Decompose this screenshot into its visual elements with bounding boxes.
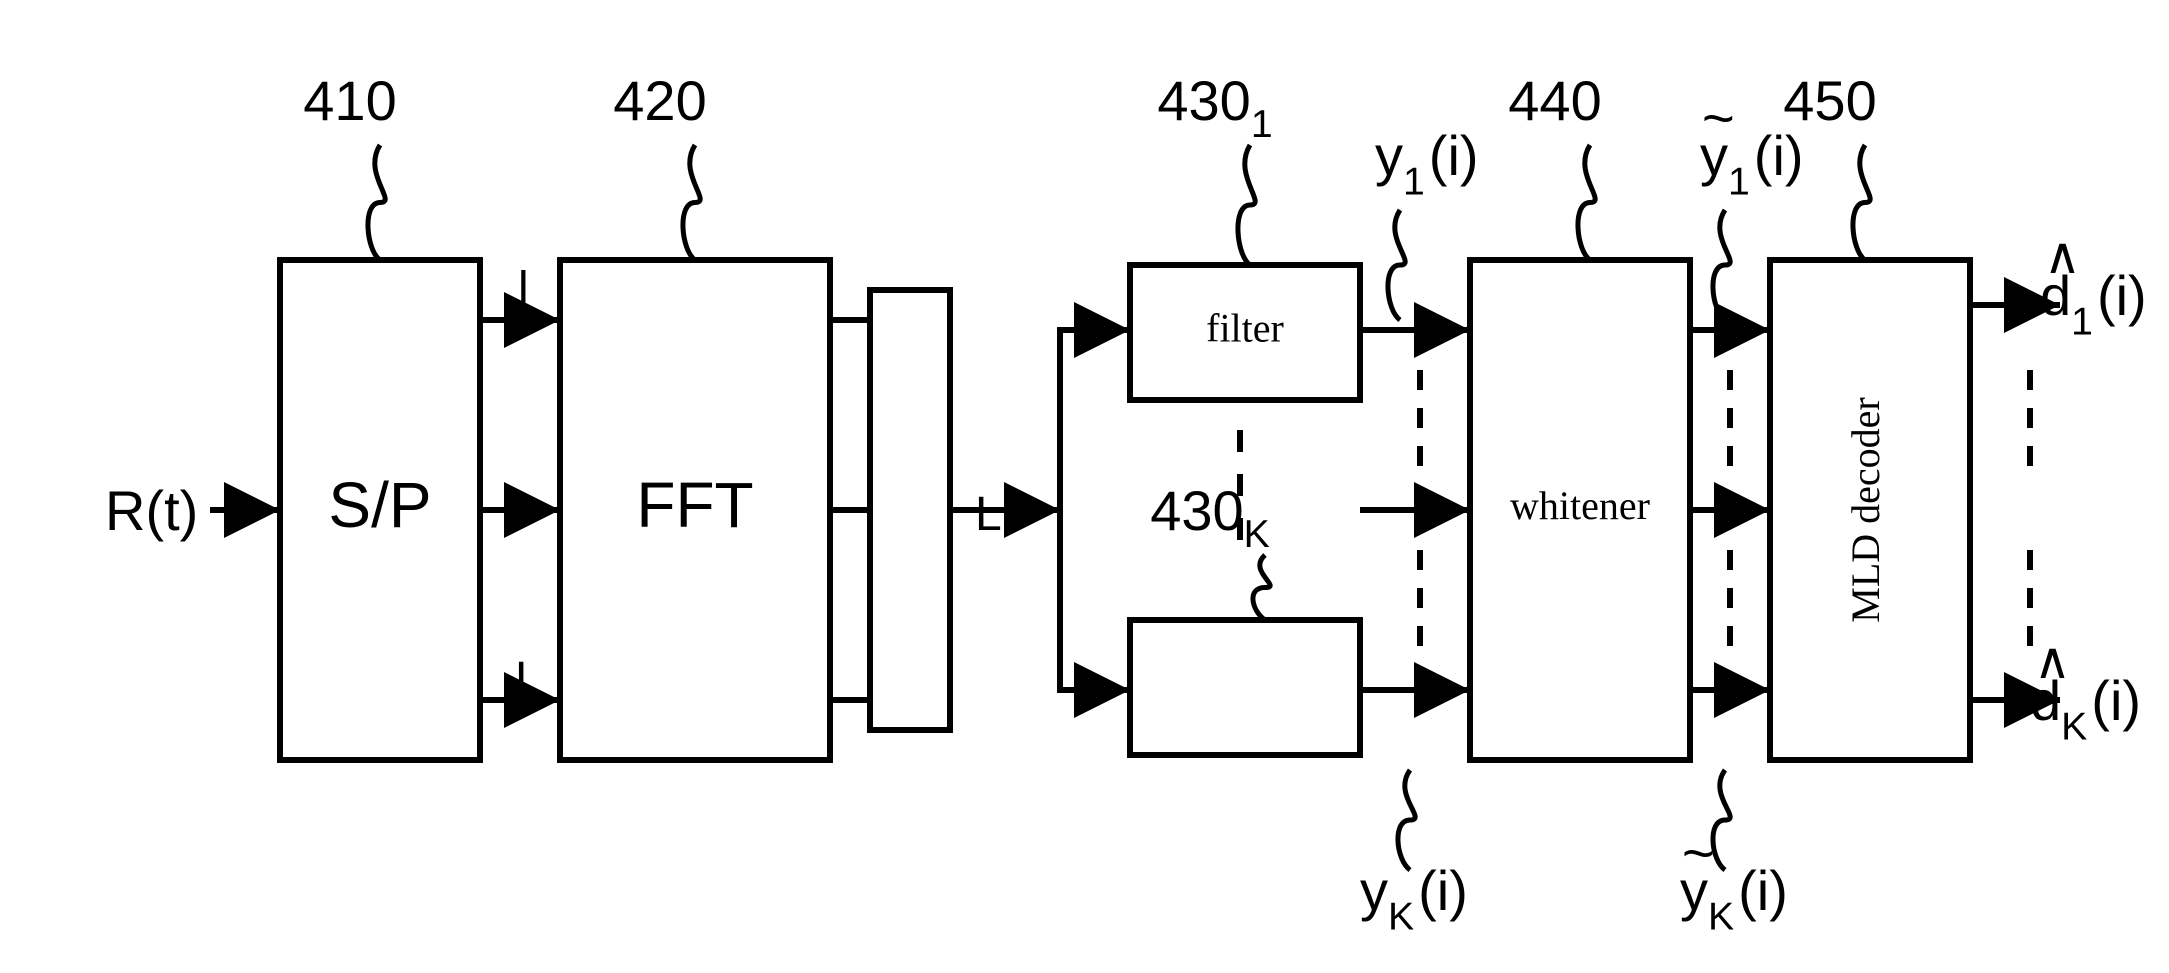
callout-lead <box>1238 145 1255 265</box>
tilde-accent: ~ <box>1702 86 1735 149</box>
signal-label: L <box>515 653 542 706</box>
callout-lead <box>1713 210 1730 320</box>
f1-label: filter <box>1206 306 1284 351</box>
arrow <box>1060 510 1130 690</box>
signal-label: yK(i) <box>1360 859 1468 939</box>
ref-fk: 430K <box>1150 479 1270 556</box>
callout-lead <box>1388 210 1405 320</box>
callout-lead <box>1713 770 1730 870</box>
callout-lead <box>1853 145 1870 260</box>
hat-accent: ∧ <box>2034 632 2071 689</box>
ref-wh: 440 <box>1508 69 1601 132</box>
ref-mld: 450 <box>1783 69 1876 132</box>
ref-fft: 420 <box>613 69 706 132</box>
hat-accent: ∧ <box>2044 227 2081 284</box>
tilde-accent: ~ <box>1682 821 1715 884</box>
signal-label: y1(i) <box>1375 124 1479 204</box>
ref-f1: 4301 <box>1157 69 1272 146</box>
signal-label: L <box>975 488 1002 541</box>
callout-lead <box>683 145 700 260</box>
wh-label: whitener <box>1510 483 1650 528</box>
callout-lead <box>1398 770 1415 870</box>
sp-label: S/P <box>328 469 431 541</box>
signal-label: l <box>518 263 529 316</box>
fk-block <box>1130 620 1360 755</box>
callout-lead <box>368 145 385 260</box>
callout-lead <box>1578 145 1595 260</box>
post-block <box>870 290 950 730</box>
block-diagram: S/P FFT filter whitener MLD decoder 410 420 430… <box>0 0 2169 973</box>
fft-label: FFT <box>636 469 753 541</box>
signal-label: R(t) <box>105 479 198 542</box>
callout-lead <box>1253 555 1270 620</box>
arrow <box>1060 330 1130 510</box>
ref-sp: 410 <box>303 69 396 132</box>
mld-label: MLD decoder <box>1843 397 1888 622</box>
